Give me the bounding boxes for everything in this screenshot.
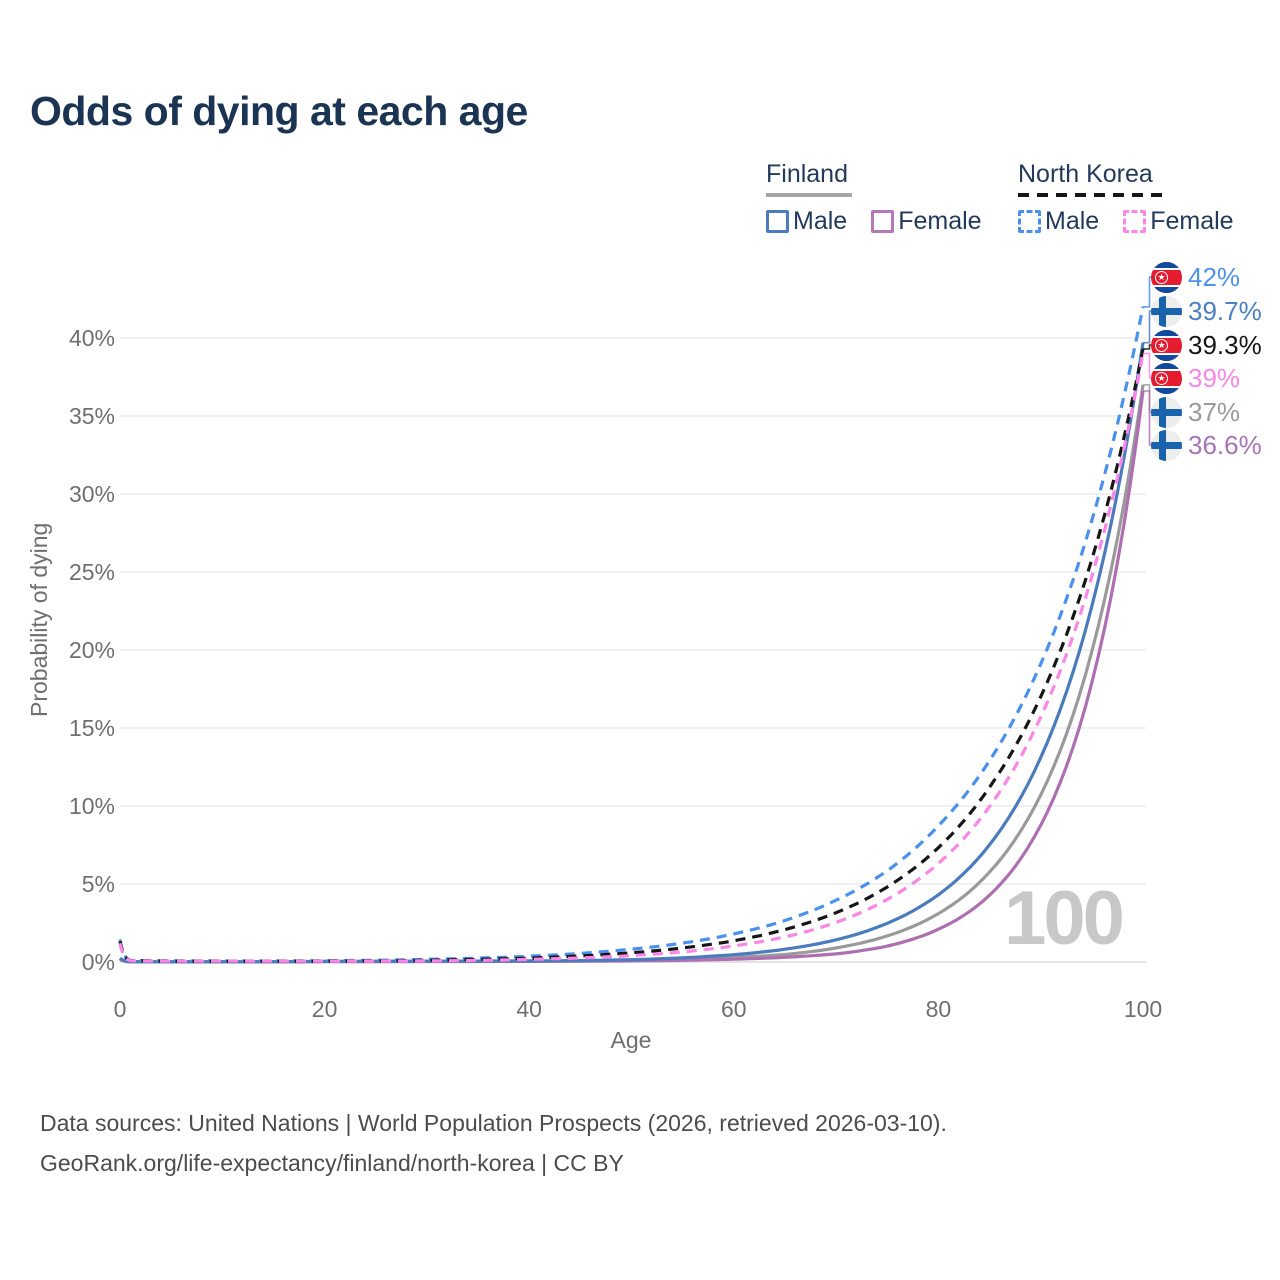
north-korea-flag-icon: ★ [1151,362,1182,394]
end-label-value: 37% [1188,396,1241,427]
y-tick-label: 35% [68,403,115,429]
end-label-value: 39.7% [1188,295,1262,326]
series-end-label-nk-total: ★ 39.3% [1151,328,1262,362]
north-korea-flag-icon: ★ [1151,329,1182,361]
legend-item-label: Male [1045,207,1100,235]
north-korea-male-swatch-icon [1018,210,1041,233]
x-tick-label: 40 [516,996,542,1022]
legend-country-north-korea[interactable]: North Korea [1018,160,1153,188]
finland-flag-icon [1151,295,1182,327]
legend-items-finland: Male Female [766,207,982,236]
end-label-value: 36.6% [1188,429,1262,460]
finland-female-swatch-icon [871,210,895,233]
legend-item-finland-male[interactable]: Male [766,207,847,236]
x-tick-label: 20 [311,996,338,1022]
x-tick-label: 60 [721,996,747,1022]
finland-flag-icon [1151,396,1182,428]
legend-items-north-korea: Male Female [1018,207,1234,236]
end-label-value: 39% [1188,362,1241,393]
page-title: Odds of dying at each age [30,88,528,134]
data-sources-line2: GeoRank.org/life-expectancy/finland/nort… [40,1150,624,1176]
finland-line-style-swatch [766,193,852,197]
y-tick-label: 30% [68,481,115,507]
legend-item-north-korea-female[interactable]: Female [1123,207,1234,236]
x-axis-title: Age [610,1027,652,1053]
legend-country-finland[interactable]: Finland [766,160,848,188]
data-sources-line1: Data sources: United Nations | World Pop… [40,1110,947,1136]
x-tick-label: 80 [925,996,952,1022]
x-tick-label: 100 [1123,996,1163,1022]
legend-group-north-korea: North Korea Male Female [1018,160,1234,236]
data-sources: Data sources: United Nations | World Pop… [40,1103,947,1183]
series-line-north-korea-male [118,306,1145,963]
y-tick-label: 10% [68,793,115,819]
age-counter-watermark: 100 [1004,876,1123,961]
series-end-label-nk-male: ★ 42% [1151,260,1240,294]
y-tick-label: 15% [68,715,115,741]
series-end-label-finland-male: 39.7% [1151,294,1262,328]
y-tick-label: 5% [81,871,115,897]
north-korea-female-swatch-icon [1123,210,1147,233]
end-label-value: 39.3% [1188,329,1262,360]
finland-flag-icon [1151,429,1182,461]
legend-item-label: Female [898,207,982,235]
y-tick-label: 25% [68,559,115,585]
series-end-label-finland-female: 36.6% [1151,428,1262,462]
end-label-value: 42% [1188,261,1241,292]
legend-item-label: Male [793,207,848,235]
y-tick-label: 20% [68,637,115,663]
y-tick-label: 0% [81,949,115,975]
legend-item-north-korea-male[interactable]: Male [1018,207,1099,236]
legend-item-finland-female[interactable]: Female [871,207,982,236]
north-korea-line-style-swatch [1018,193,1164,197]
series-line-north-korea-total [118,348,1145,963]
series-line-finland-female [119,390,1145,964]
series-end-label-finland-total: 37% [1151,395,1240,429]
series-end-label-nk-female: ★ 39% [1151,361,1240,395]
legend-item-label: Female [1150,207,1234,235]
series-line-north-korea-female [118,353,1145,963]
finland-male-swatch-icon [766,210,789,233]
y-tick-label: 40% [68,325,115,351]
north-korea-flag-icon: ★ [1151,261,1182,293]
series-line-finland-total [119,384,1145,964]
x-tick-label: 0 [113,996,127,1022]
legend-group-finland: Finland Male Female [766,160,982,236]
series-line-finland-male [118,342,1145,964]
